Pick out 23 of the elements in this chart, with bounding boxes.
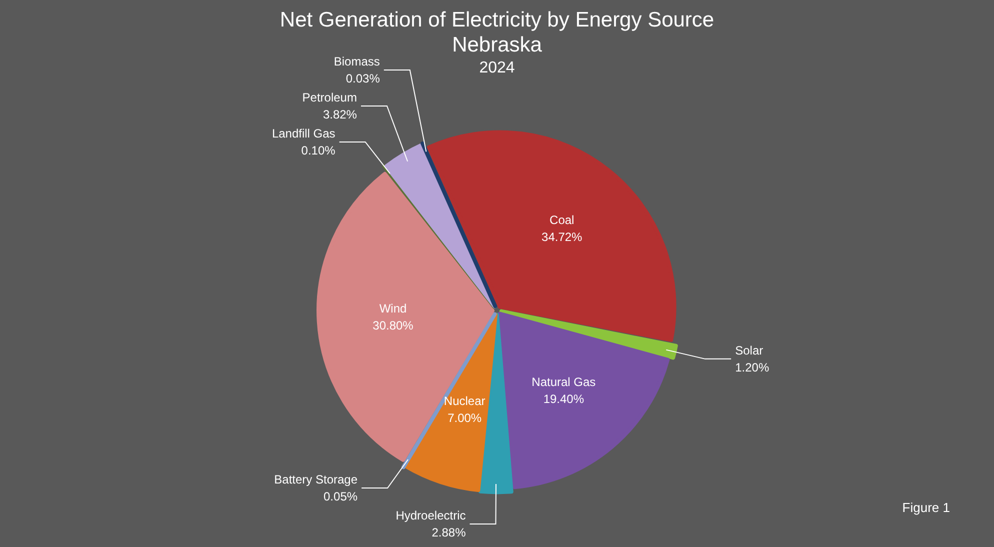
slice-label: Natural Gas [532, 374, 596, 389]
data-label: 0.03% [346, 71, 380, 86]
data-label: 30.80% [372, 318, 414, 332]
slice-label: Solar [735, 343, 764, 358]
slice-label: Coal [550, 213, 574, 228]
caption: Figure 1 [902, 500, 950, 515]
slice-label: Petroleum [302, 90, 357, 104]
data-label: 7.00% [448, 410, 482, 425]
slice-label: Nuclear [444, 394, 486, 408]
slice-label: Hydroelectric [396, 508, 466, 522]
data-label: 34.72% [542, 230, 583, 244]
chart-subtitle: 2024 [479, 59, 515, 76]
data-label: 3.82% [322, 107, 358, 122]
data-label: 2.88% [432, 525, 466, 540]
data-label: 0.10% [301, 143, 336, 158]
chart-title: Net Generation of Electricity by Energy Source Nebraska [280, 8, 714, 57]
slice-label: Battery Storage [274, 472, 358, 486]
data-label: 0.05% [324, 489, 358, 504]
slice-label: Landfill Gas [272, 126, 336, 140]
data-label: 19.40% [543, 392, 584, 406]
data-label: 1.20% [735, 360, 770, 374]
slice-label: Biomass [334, 54, 380, 68]
slice-label: Wind [379, 301, 407, 316]
